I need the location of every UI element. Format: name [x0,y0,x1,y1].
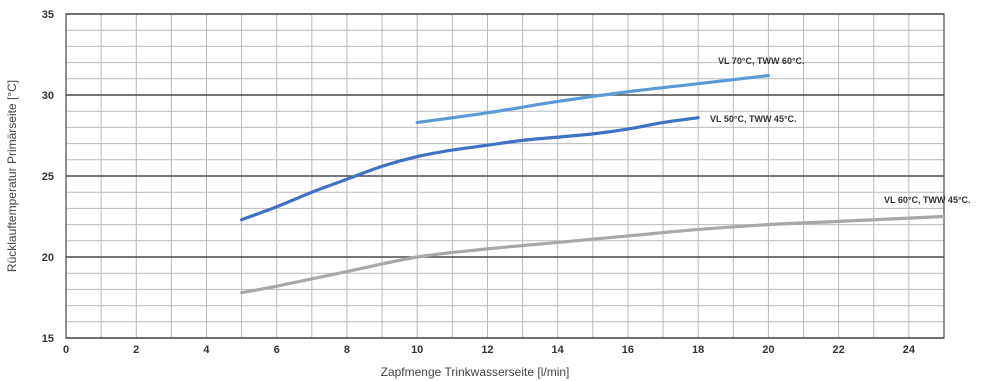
y-tick-label: 25 [42,171,54,183]
x-tick-label: 20 [762,344,774,356]
y-tick-label: 30 [42,90,54,102]
x-tick-label: 0 [63,344,69,356]
y-tick-label: 20 [42,252,54,264]
x-tick-label: 10 [411,344,423,356]
series-label: VL 70°C, TWW 60°C. [718,56,805,66]
series-labels: VL 70°C, TWW 60°C. VL 50°C, TWW 45°C. VL 6… [710,56,971,205]
x-tick-label: 2 [133,344,139,356]
y-tick-label: 15 [42,333,54,345]
x-tick-label: 22 [833,344,845,356]
series-line [415,73,770,125]
series-label: VL 60°C, TWW 45°C. [884,195,971,205]
series-label: VL 50°C, TWW 45°C. [710,114,797,124]
y-tick-label: 35 [42,9,54,21]
x-tick-label: 14 [552,344,565,356]
grid [65,13,945,339]
x-tick-label: 24 [903,344,916,356]
series-lines [240,73,946,295]
plot-frame [65,13,945,339]
series-line [240,214,946,295]
x-tick-label: 16 [622,344,634,356]
y-axis-title: Rücklauftemperatur Primärseite [°C] [5,80,19,272]
x-tick-label: 12 [481,344,493,356]
x-tick-label: 4 [203,344,210,356]
x-axis-title: Zapfmenge Trinkwasserseite [l/min] [381,365,570,379]
x-tick-label: 18 [692,344,704,356]
series-line [240,116,700,222]
x-tick-label: 8 [344,344,350,356]
x-tick-label: 6 [274,344,280,356]
